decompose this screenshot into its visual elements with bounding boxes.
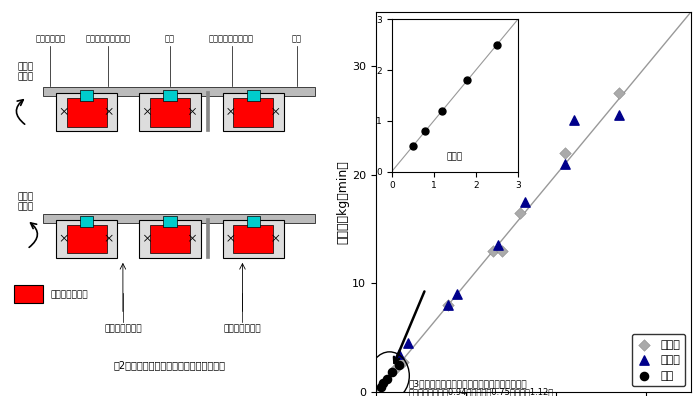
Text: 回転中のロール: 回転中のロール bbox=[50, 290, 88, 299]
Text: ワンウェイクラッチ: ワンウェイクラッチ bbox=[86, 34, 131, 44]
Text: ロール駆動軸: ロール駆動軸 bbox=[36, 34, 66, 44]
Bar bbox=[233, 98, 273, 127]
Text: 肥料繰出ロール: 肥料繰出ロール bbox=[104, 324, 142, 333]
Text: 駆動軸
正転時: 駆動軸 正転時 bbox=[17, 62, 34, 81]
肥料２ bbox=[452, 291, 463, 297]
肥料１ bbox=[514, 209, 526, 216]
Text: 直結: 直結 bbox=[292, 34, 302, 44]
Bar bbox=[67, 98, 107, 127]
Bar bbox=[163, 89, 177, 101]
肥料２ bbox=[559, 161, 570, 167]
Legend: 肥料１, 肥料２, 粒剤: 肥料１, 肥料２, 粒剤 bbox=[632, 334, 685, 386]
肥料２ bbox=[568, 117, 579, 124]
粒剤 bbox=[375, 383, 386, 390]
Text: 図2　繰出部の概略構造と正逆転時の動作: 図2 繰出部の概略構造と正逆転時の動作 bbox=[114, 360, 226, 370]
Bar bbox=[80, 217, 94, 227]
Bar bbox=[43, 214, 315, 223]
Text: ワンウェイクラッチ: ワンウェイクラッチ bbox=[209, 34, 254, 44]
粒剤 bbox=[393, 362, 404, 368]
肥料２ bbox=[492, 242, 503, 249]
Text: 粒剤繰出ロール: 粒剤繰出ロール bbox=[223, 324, 261, 333]
Bar bbox=[139, 93, 201, 131]
Bar bbox=[206, 91, 209, 131]
肥料１ bbox=[487, 248, 498, 254]
Bar bbox=[150, 225, 190, 253]
肥料１ bbox=[388, 367, 399, 373]
粒剤 bbox=[378, 380, 389, 386]
Bar bbox=[223, 220, 284, 258]
Text: 駆動軸
逆転時: 駆動軸 逆転時 bbox=[17, 192, 34, 211]
Bar bbox=[206, 218, 209, 258]
Bar bbox=[56, 220, 117, 258]
肥料１ bbox=[559, 150, 570, 156]
肥料１ bbox=[614, 90, 625, 97]
Bar bbox=[67, 225, 107, 253]
Bar bbox=[233, 225, 273, 253]
Bar bbox=[247, 89, 260, 101]
Bar bbox=[14, 285, 43, 303]
肥料２ bbox=[402, 340, 413, 346]
Text: さ密度、肥料１：0.94、肥料２：0.75、粒剤：1.12）: さ密度、肥料１：0.94、肥料２：0.75、粒剤：1.12） bbox=[408, 387, 554, 396]
肥料２ bbox=[519, 199, 530, 205]
肥料１ bbox=[496, 248, 507, 254]
肥料１ bbox=[443, 302, 454, 308]
Bar bbox=[150, 98, 190, 127]
Bar bbox=[56, 93, 117, 131]
Bar bbox=[139, 220, 201, 258]
肥料２ bbox=[393, 351, 404, 357]
Bar bbox=[223, 93, 284, 131]
肥料２ bbox=[614, 112, 625, 118]
Text: 直結: 直結 bbox=[165, 34, 175, 44]
肥料２ bbox=[443, 302, 454, 308]
Bar bbox=[247, 217, 260, 227]
粒剤 bbox=[381, 376, 392, 382]
Y-axis label: 繰出量（kg／min）: 繰出量（kg／min） bbox=[336, 160, 350, 244]
Text: 図3　設定繰出量と実繰出量の関係（各資材のか: 図3 設定繰出量と実繰出量の関係（各資材のか bbox=[408, 379, 527, 388]
Bar bbox=[80, 89, 94, 101]
Bar bbox=[163, 217, 177, 227]
肥料１ bbox=[397, 358, 408, 365]
粒剤 bbox=[387, 369, 398, 376]
Bar bbox=[43, 87, 315, 96]
